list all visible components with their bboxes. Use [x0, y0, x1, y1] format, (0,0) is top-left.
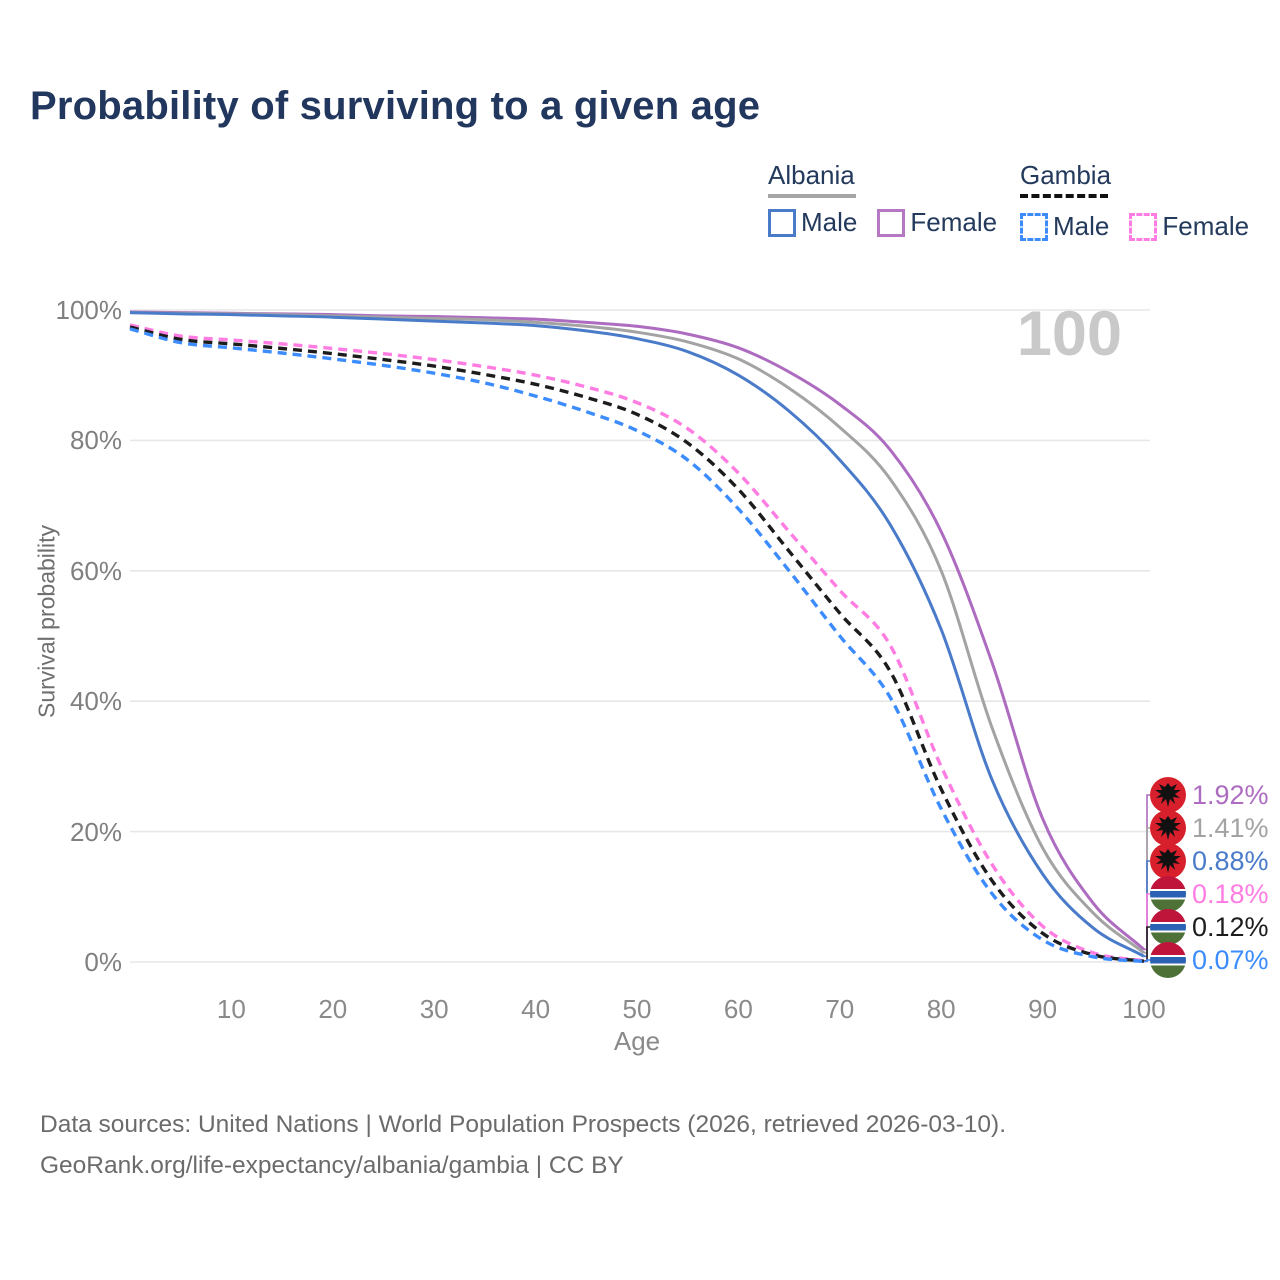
footer-sources: Data sources: United Nations | World Pop… — [40, 1111, 1007, 1138]
footer: Data sources: United Nations | World Pop… — [40, 1104, 1006, 1186]
curve-albania-both-sexes — [129, 311, 1145, 954]
legend-group-title: Albania — [768, 160, 855, 190]
x-tick-label: 10 — [216, 994, 246, 1024]
x-tick-label: 20 — [318, 994, 348, 1024]
y-tick-label: 40% — [69, 686, 122, 717]
end-label-row: 0.07% — [1150, 942, 1269, 978]
x-tick-label: 70 — [825, 994, 855, 1024]
end-label-row: 0.12% — [1150, 909, 1269, 945]
legend-swatch-icon — [877, 208, 906, 237]
end-label-value: 1.41% — [1192, 812, 1269, 843]
age-watermark: 100 — [1016, 299, 1122, 369]
end-label-row: 1.92% — [1150, 777, 1269, 813]
legend-line-style-sample — [1020, 194, 1108, 202]
end-label-value: 0.18% — [1192, 878, 1269, 909]
x-tick-label: 40 — [521, 994, 551, 1024]
y-tick-label: 80% — [69, 425, 122, 456]
y-axis-title: Survival probability — [33, 524, 60, 719]
end-label-value: 0.12% — [1192, 911, 1269, 942]
x-tick-label: 90 — [1028, 994, 1058, 1024]
curve-gambia-both-sexes — [129, 325, 1145, 963]
y-tick-label: 20% — [69, 816, 122, 847]
albania-flag-icon — [1150, 810, 1186, 846]
curve-albania-female — [129, 310, 1146, 951]
legend-item-label: Female — [910, 207, 998, 237]
curve-albania-male — [129, 311, 1145, 958]
end-label-row: 0.18% — [1150, 876, 1269, 912]
end-label-row: 0.88% — [1150, 843, 1269, 879]
legend-item-gambia-male[interactable]: Male — [1020, 211, 1109, 242]
end-label-value: 0.88% — [1192, 845, 1269, 876]
gambia-flag-icon — [1150, 942, 1186, 978]
footer-attribution: GeoRank.org/life-expectancy/albania/gamb… — [40, 1152, 624, 1179]
legend-item-label: Male — [801, 207, 858, 237]
legend-group-gambia: Gambia Male Female — [1020, 160, 1249, 242]
legend-item-label: Male — [1053, 211, 1110, 241]
albania-flag-icon — [1150, 843, 1186, 879]
y-tick-label: 100% — [55, 295, 123, 325]
legend-swatch-icon — [1020, 212, 1048, 241]
legend-swatch-icon — [768, 208, 796, 237]
end-label-value: 1.92% — [1192, 779, 1269, 810]
end-label-value: 0.07% — [1192, 944, 1269, 975]
legend-item-gambia-female[interactable]: Female — [1129, 211, 1249, 242]
gambia-flag-icon — [1150, 876, 1186, 912]
curve-gambia-female — [129, 323, 1145, 963]
y-tick-label: 60% — [69, 555, 122, 586]
legend-line-style-sample — [768, 194, 856, 198]
leader-line-gambia-male — [1144, 959, 1150, 963]
x-tick-label: 30 — [419, 994, 449, 1024]
legend-group-albania: Albania Male Female — [768, 160, 997, 238]
legend-item-label: Female — [1162, 211, 1250, 241]
y-tick-label: 0% — [84, 947, 122, 977]
x-tick-label: 80 — [926, 994, 956, 1024]
x-tick-label: 60 — [723, 994, 753, 1024]
page-title: Probability of surviving to a given age — [30, 84, 761, 128]
legend-swatch-icon — [1129, 212, 1158, 241]
x-tick-label: 50 — [622, 994, 652, 1024]
albania-flag-icon — [1150, 777, 1186, 813]
end-label-row: 1.41% — [1150, 810, 1269, 846]
legend-item-albania-female[interactable]: Female — [877, 207, 997, 238]
x-axis-title: Age — [613, 1026, 661, 1056]
gambia-flag-icon — [1150, 909, 1186, 945]
curve-gambia-male — [129, 327, 1145, 964]
legend-group-title: Gambia — [1020, 160, 1112, 190]
legend-item-albania-male[interactable]: Male — [768, 207, 857, 238]
x-tick-label: 100 — [1122, 994, 1166, 1024]
